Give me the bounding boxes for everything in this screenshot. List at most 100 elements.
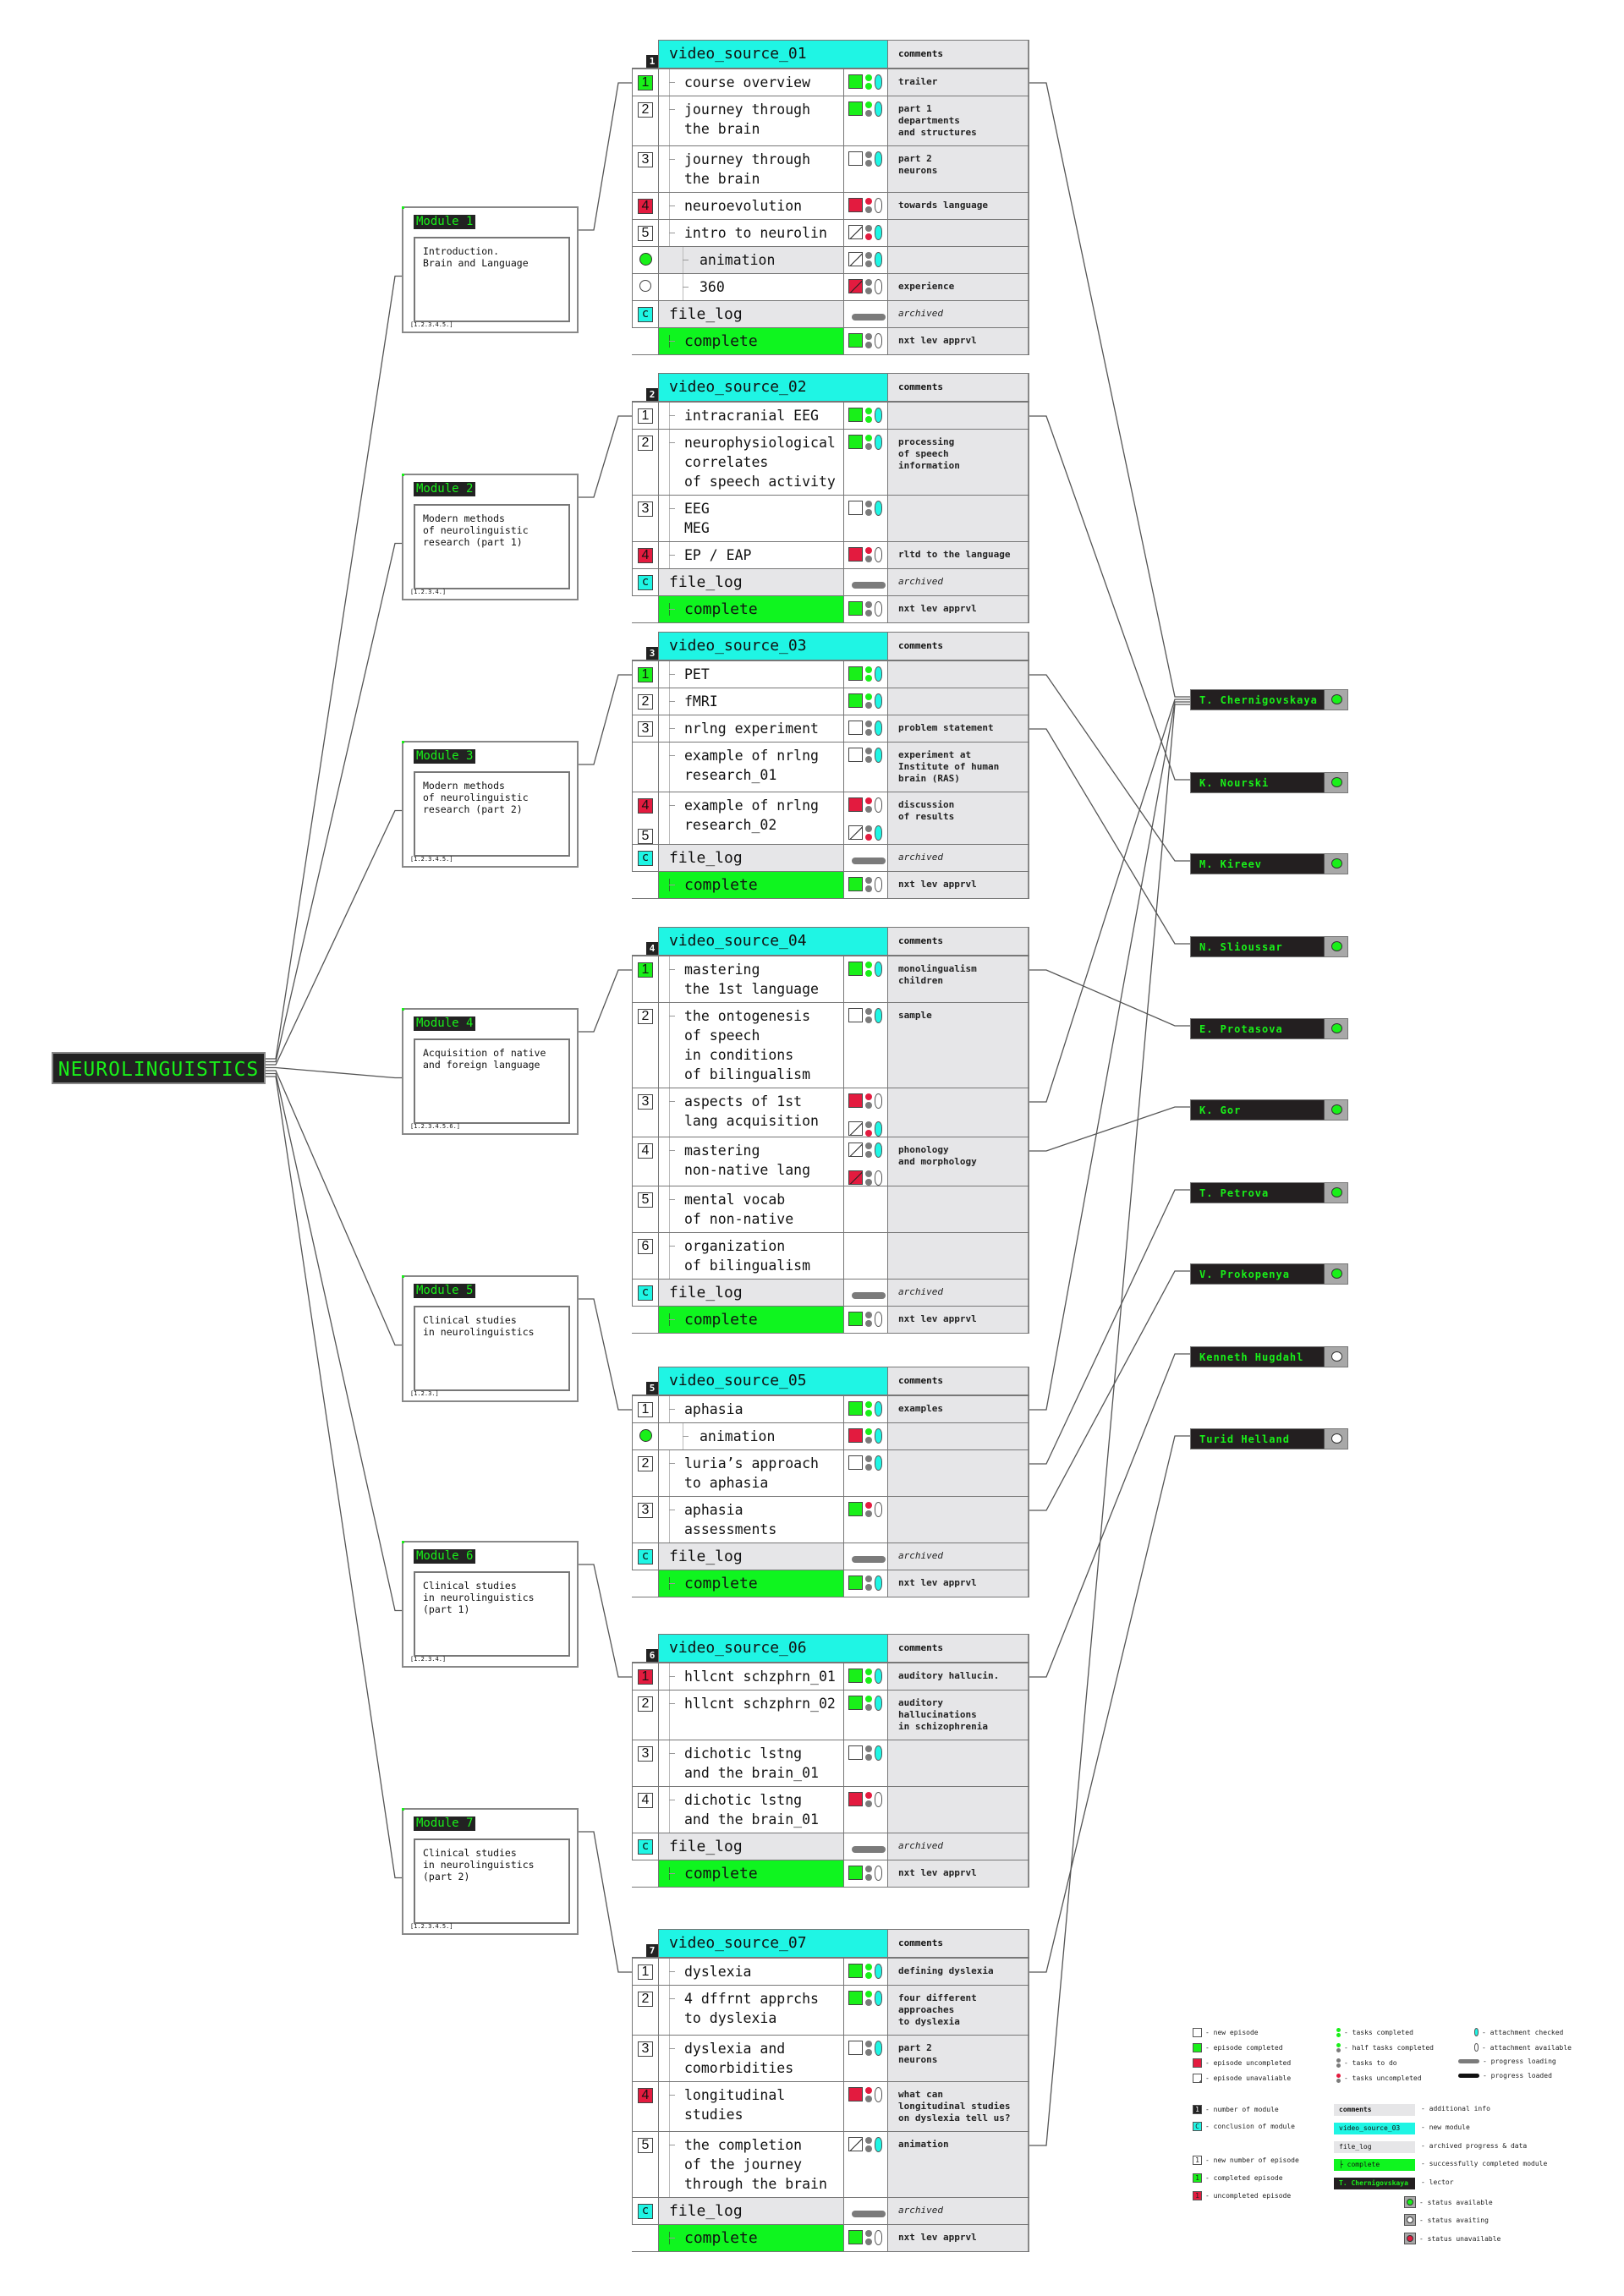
attachment-checked-icon[interactable] (875, 500, 882, 516)
file-log-link[interactable]: file_log (658, 2198, 843, 2224)
lector-status[interactable] (1324, 1183, 1347, 1203)
episode-title[interactable]: mastering the 1st language (658, 956, 843, 1002)
attachment-checked-icon[interactable] (875, 407, 882, 423)
video-source-title[interactable]: video_source_07 (658, 1929, 887, 1957)
episode-title[interactable]: longitudinal studies (658, 2082, 843, 2131)
episode-row[interactable]: 4 neuroevolution towards language (632, 193, 1029, 220)
episode-row[interactable]: 2 journey through the brain part 1 departm… (632, 96, 1029, 146)
attachment-checked-icon[interactable] (875, 1142, 882, 1158)
video-source-title[interactable]: video_source_03 (658, 632, 887, 660)
video-source-title[interactable]: video_source_01 (658, 40, 887, 68)
file-log-link[interactable]: file_log (658, 569, 843, 595)
attachment-avail-icon[interactable] (875, 1501, 882, 1517)
file-log-row[interactable]: c file_log archived (632, 1543, 1029, 1570)
episode-row[interactable]: 1 hllcnt schzphrn_01 auditory hallucin. (632, 1663, 1029, 1690)
attachment-checked-icon[interactable] (875, 1668, 882, 1684)
module-card-4[interactable]: Module 4 Acquisition of native and foreig… (402, 1008, 579, 1135)
complete-label[interactable]: complete (658, 1860, 843, 1887)
video-source-title[interactable]: video_source_02 (658, 373, 887, 401)
lector-status[interactable] (1324, 690, 1347, 710)
complete-row[interactable]: complete nxt lev apprvl (632, 596, 1029, 623)
episode-row[interactable]: 3 dyslexia and comorbidities part 2 neuron… (632, 2036, 1029, 2082)
episode-row[interactable]: 3 nrlng experiment problem statement (632, 715, 1029, 743)
episode-title[interactable]: neurophysiological correlates of speech … (658, 430, 843, 495)
episode-row[interactable]: 1 PET (632, 661, 1029, 688)
lector-status[interactable] (1324, 854, 1347, 874)
attachment-checked-icon[interactable] (875, 1695, 882, 1711)
episode-row[interactable]: 4 5 example of nrlng research_02 discussion… (632, 792, 1029, 845)
lector-status[interactable] (1324, 1019, 1347, 1038)
lector-m-kireev[interactable]: M. Kireev (1190, 853, 1348, 874)
episode-title[interactable]: EEG MEG (658, 496, 843, 541)
attachment-checked-icon[interactable] (875, 1007, 882, 1023)
lector-status[interactable] (1324, 1264, 1347, 1284)
attachment-checked-icon[interactable] (875, 666, 882, 682)
episode-title[interactable]: animation (658, 247, 843, 273)
lector-status[interactable] (1324, 937, 1347, 956)
attachment-checked-icon[interactable] (875, 825, 882, 841)
episode-row[interactable]: 2 the ontogenesis of speech in conditions… (632, 1003, 1029, 1088)
module-tag[interactable]: Module 2 (414, 482, 476, 496)
lector-status[interactable] (1324, 773, 1347, 792)
file-log-row[interactable]: c file_log archived (632, 1833, 1029, 1860)
root-node-neurolinguistics[interactable]: NEUROLINGUISTICS (52, 1052, 266, 1084)
episode-row[interactable]: 1 mastering the 1st language monolingualis… (632, 956, 1029, 1003)
episode-row[interactable]: 6 organization of bilingualism (632, 1233, 1029, 1280)
episode-title[interactable]: luria’s approach to aphasia (658, 1450, 843, 1496)
attachment-avail-icon[interactable] (875, 876, 882, 892)
episode-row[interactable]: 3 journey through the brain part 2 neurons (632, 146, 1029, 193)
lector-k-nourski[interactable]: K. Nourski (1190, 772, 1348, 793)
episode-row[interactable]: 360 experience (632, 274, 1029, 301)
attachment-checked-icon[interactable] (875, 101, 882, 117)
video-source-title[interactable]: video_source_06 (658, 1634, 887, 1662)
lector-turid-helland[interactable]: Turid Helland (1190, 1428, 1348, 1449)
episode-title[interactable]: neuroevolution (658, 193, 843, 219)
lector-status[interactable] (1324, 1429, 1347, 1449)
episode-title[interactable]: the ontogenesis of speech in conditions … (658, 1003, 843, 1088)
attachment-avail-icon[interactable] (875, 600, 882, 616)
attachment-avail-icon[interactable] (875, 2086, 882, 2102)
episode-title[interactable]: EP / EAP (658, 542, 843, 568)
file-log-row[interactable]: c file_log archived (632, 301, 1029, 328)
episode-title[interactable]: example of nrlng research_01 (658, 743, 843, 792)
attachment-checked-icon[interactable] (875, 1963, 882, 1979)
episode-row[interactable]: 3 dichotic lstng and the brain_01 (632, 1740, 1029, 1787)
module-card-6[interactable]: Module 6 Clinical studies in neurolinguis… (402, 1541, 579, 1668)
attachment-checked-icon[interactable] (875, 1427, 882, 1444)
lector-k-gor[interactable]: K. Gor (1190, 1099, 1348, 1121)
attachment-checked-icon[interactable] (875, 1400, 882, 1417)
lector-status[interactable] (1324, 1100, 1347, 1120)
episode-row[interactable]: 5 intro to neurolin (632, 220, 1029, 247)
episode-title[interactable]: dyslexia (658, 1959, 843, 1985)
attachment-checked-icon[interactable] (875, 747, 882, 763)
attachment-checked-icon[interactable] (875, 2136, 882, 2152)
attachment-checked-icon[interactable] (875, 720, 882, 736)
module-tag[interactable]: Module 4 (414, 1016, 476, 1031)
episode-row[interactable]: 3 EEG MEG (632, 496, 1029, 542)
episode-title[interactable]: intro to neurolin (658, 220, 843, 246)
attachment-checked-icon[interactable] (875, 74, 882, 90)
file-log-link[interactable]: file_log (658, 845, 843, 871)
episode-row[interactable]: 5 the completion of the journey through t… (632, 2132, 1029, 2198)
episode-row[interactable]: 1 dyslexia defining dyslexia (632, 1959, 1029, 1986)
complete-row[interactable]: complete nxt lev apprvl (632, 872, 1029, 899)
lector-v-prokopenya[interactable]: V. Prokopenya (1190, 1263, 1348, 1285)
module-tag[interactable]: Module 7 (414, 1817, 476, 1831)
video-source-title[interactable]: video_source_04 (658, 927, 887, 955)
module-card-2[interactable]: Module 2 Modern methods of neurolinguisti… (402, 474, 579, 600)
complete-label[interactable]: complete (658, 1307, 843, 1333)
file-log-link[interactable]: file_log (658, 1543, 843, 1570)
complete-label[interactable]: complete (658, 1570, 843, 1597)
module-tag[interactable]: Module 1 (414, 215, 476, 229)
attachment-checked-icon[interactable] (875, 2040, 882, 2056)
lector-kenneth-hugdahl[interactable]: Kenneth Hugdahl (1190, 1346, 1348, 1367)
episode-title[interactable]: mental vocab of non-native (658, 1186, 843, 1232)
episode-title[interactable]: journey through the brain (658, 96, 843, 145)
file-log-link[interactable]: file_log (658, 1833, 843, 1860)
episode-row[interactable]: 1 course overview trailer (632, 69, 1029, 96)
episode-title[interactable]: intracranial EEG (658, 403, 843, 429)
lector-t-chernigovskaya[interactable]: T. Chernigovskaya (1190, 689, 1348, 710)
episode-title[interactable]: journey through the brain (658, 146, 843, 192)
episode-row[interactable]: 3 aspects of 1st lang acquisition (632, 1088, 1029, 1137)
episode-row[interactable]: 2 fMRI (632, 688, 1029, 715)
